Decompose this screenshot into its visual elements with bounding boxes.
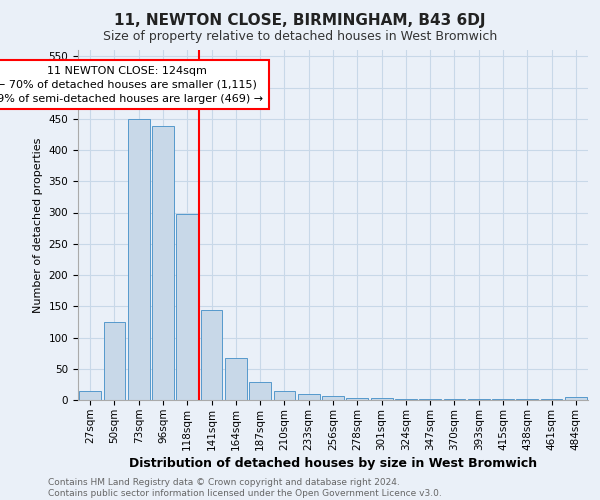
Text: Size of property relative to detached houses in West Bromwich: Size of property relative to detached ho… <box>103 30 497 43</box>
Text: 11, NEWTON CLOSE, BIRMINGHAM, B43 6DJ: 11, NEWTON CLOSE, BIRMINGHAM, B43 6DJ <box>114 12 486 28</box>
Text: Contains HM Land Registry data © Crown copyright and database right 2024.
Contai: Contains HM Land Registry data © Crown c… <box>48 478 442 498</box>
Text: 11 NEWTON CLOSE: 124sqm
← 70% of detached houses are smaller (1,115)
29% of semi: 11 NEWTON CLOSE: 124sqm ← 70% of detache… <box>0 66 263 104</box>
Bar <box>104 322 125 400</box>
X-axis label: Distribution of detached houses by size in West Bromwich: Distribution of detached houses by size … <box>129 456 537 469</box>
Bar <box>152 126 174 400</box>
Bar <box>565 397 587 400</box>
Bar <box>468 399 490 400</box>
Bar <box>176 214 198 400</box>
Y-axis label: Number of detached properties: Number of detached properties <box>33 138 43 312</box>
Bar <box>274 390 295 400</box>
Bar <box>225 358 247 400</box>
Bar <box>298 394 320 400</box>
Bar <box>249 382 271 400</box>
Bar <box>419 399 441 400</box>
Bar <box>371 398 392 400</box>
Bar <box>128 119 149 400</box>
Bar <box>492 399 514 400</box>
Bar <box>346 398 368 400</box>
Bar <box>443 399 466 400</box>
Bar <box>395 399 417 400</box>
Bar <box>200 310 223 400</box>
Bar <box>79 391 101 400</box>
Bar <box>322 396 344 400</box>
